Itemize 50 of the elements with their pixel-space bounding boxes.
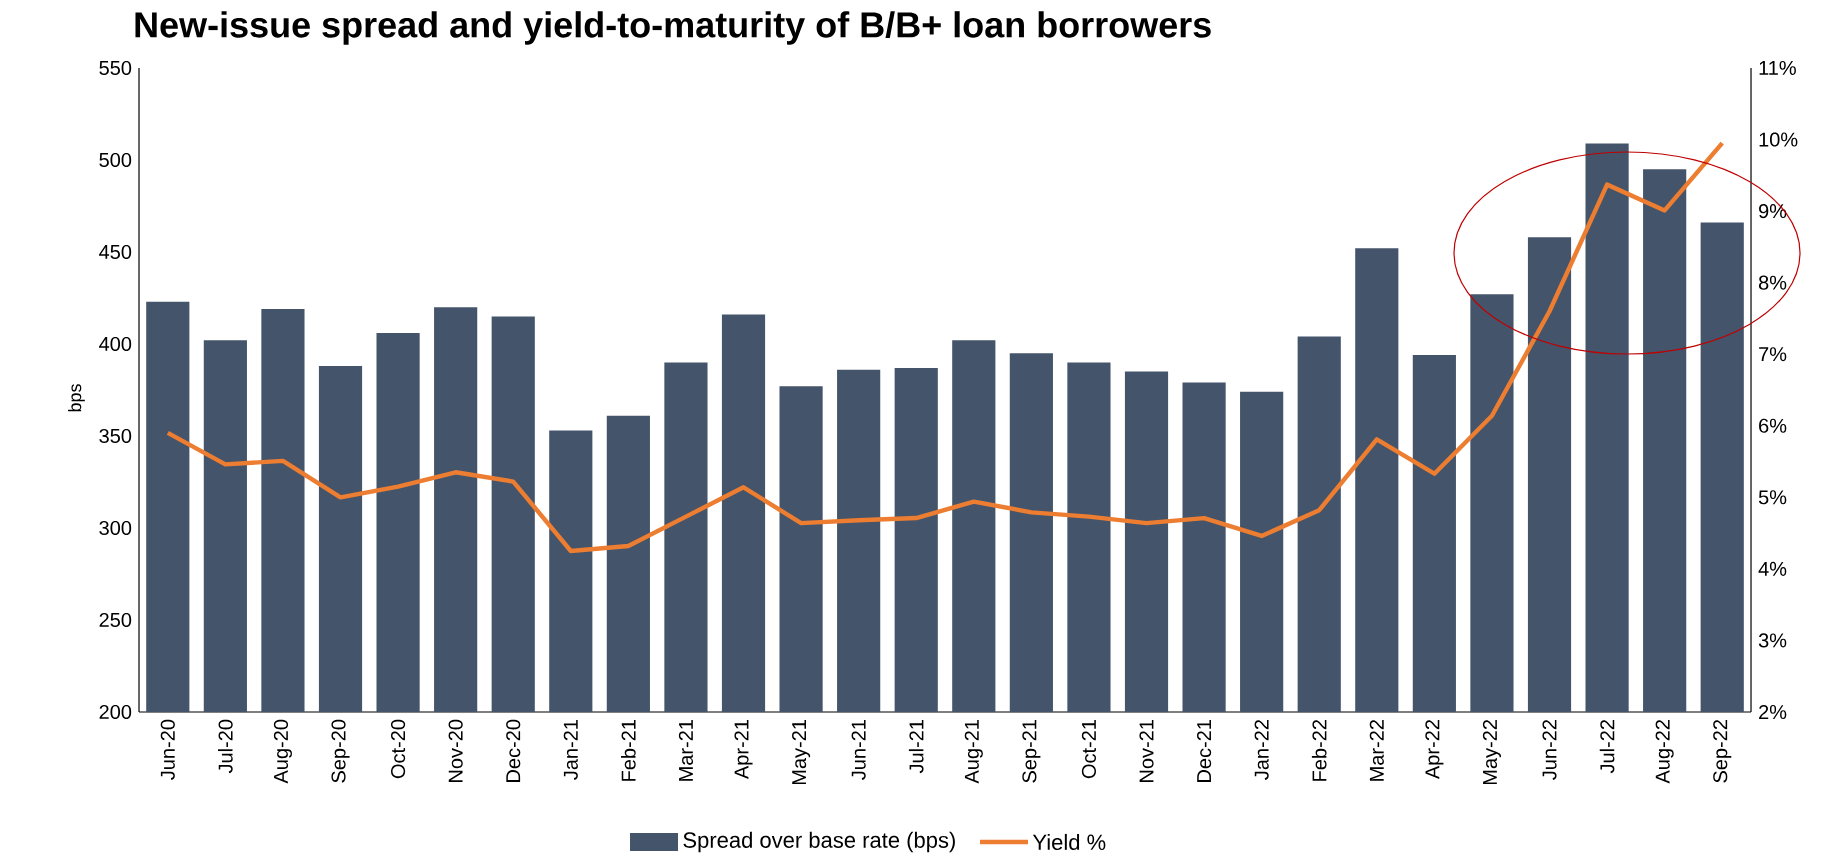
y2-tick-label: 11% — [1759, 60, 1796, 75]
y2-tick-label: 10% — [1759, 132, 1798, 147]
x-tick-label: Jul-22 — [1599, 720, 1615, 774]
chart-title: New-issue spread and yield-to-maturity of B/B+ loan borrowers — [135, 11, 1211, 45]
x-tick-label: Nov-21 — [1139, 720, 1154, 782]
x-tick-label: Mar-22 — [1369, 720, 1384, 781]
x-tick-label: Mar-21 — [678, 720, 694, 781]
x-tick-label: May-21 — [792, 720, 811, 785]
x-tick-label: Jun-22 — [1542, 720, 1557, 780]
y-tick-label: 350 — [99, 428, 132, 444]
y-tick-label: 250 — [99, 612, 132, 628]
y2-tick-label: 7% — [1759, 347, 1787, 362]
x-tick-label: May-22 — [1482, 720, 1501, 785]
x-tick-label: Nov-20 — [448, 719, 463, 782]
legend-label: Spread over base rate (bps) — [683, 831, 955, 853]
y2-tick-label: 3% — [1758, 633, 1787, 648]
y-axis-title: bps — [68, 384, 85, 412]
y2-tick-label: 6% — [1759, 418, 1787, 433]
x-tick-label: Sep-22 — [1713, 720, 1732, 783]
x-tick-label: Jan-21 — [563, 720, 578, 780]
y-tick-label: 400 — [99, 336, 132, 352]
y-tick-label: 300 — [99, 520, 132, 536]
x-tick-label: Jun-20 — [160, 719, 175, 780]
x-tick-label: Dec-21 — [1197, 720, 1212, 782]
y-tick-label: 450 — [99, 244, 132, 260]
x-tick-label: Aug-22 — [1655, 720, 1674, 784]
x-tick-label: Aug-21 — [964, 720, 983, 784]
x-tick-label: Jul-20 — [218, 719, 233, 774]
x-tick-label: Sep-21 — [1022, 720, 1041, 783]
y2-tick-label: 4% — [1758, 561, 1787, 576]
y-tick-label: 550 — [99, 60, 132, 76]
y2-tick-label: 8% — [1758, 275, 1787, 290]
x-tick-label: Feb-22 — [1311, 720, 1327, 781]
x-tick-label: Oct-21 — [1081, 720, 1097, 779]
x-tick-label: Aug-20 — [273, 719, 292, 784]
line-series — [165, 140, 1725, 554]
x-tick-label: Jun-21 — [851, 720, 866, 780]
x-tick-label: Jul-21 — [908, 720, 924, 774]
y-tick-label: 200 — [99, 704, 132, 720]
x-tick-label: Jan-22 — [1254, 720, 1269, 780]
y-tick-label: 500 — [99, 152, 132, 168]
x-tick-label: Apr-22 — [1425, 720, 1444, 780]
x-tick-label: Dec-20 — [506, 719, 521, 782]
y2-tick-label: 2% — [1759, 704, 1787, 720]
x-tick-label: Feb-21 — [621, 720, 636, 781]
y2-tick-label: 5% — [1758, 490, 1787, 505]
x-tick-label: Oct-20 — [391, 719, 406, 779]
x-tick-label: Sep-20 — [331, 719, 350, 783]
x-tick-label: Apr-21 — [734, 720, 753, 780]
legend-label: Yield % — [1032, 833, 1106, 851]
